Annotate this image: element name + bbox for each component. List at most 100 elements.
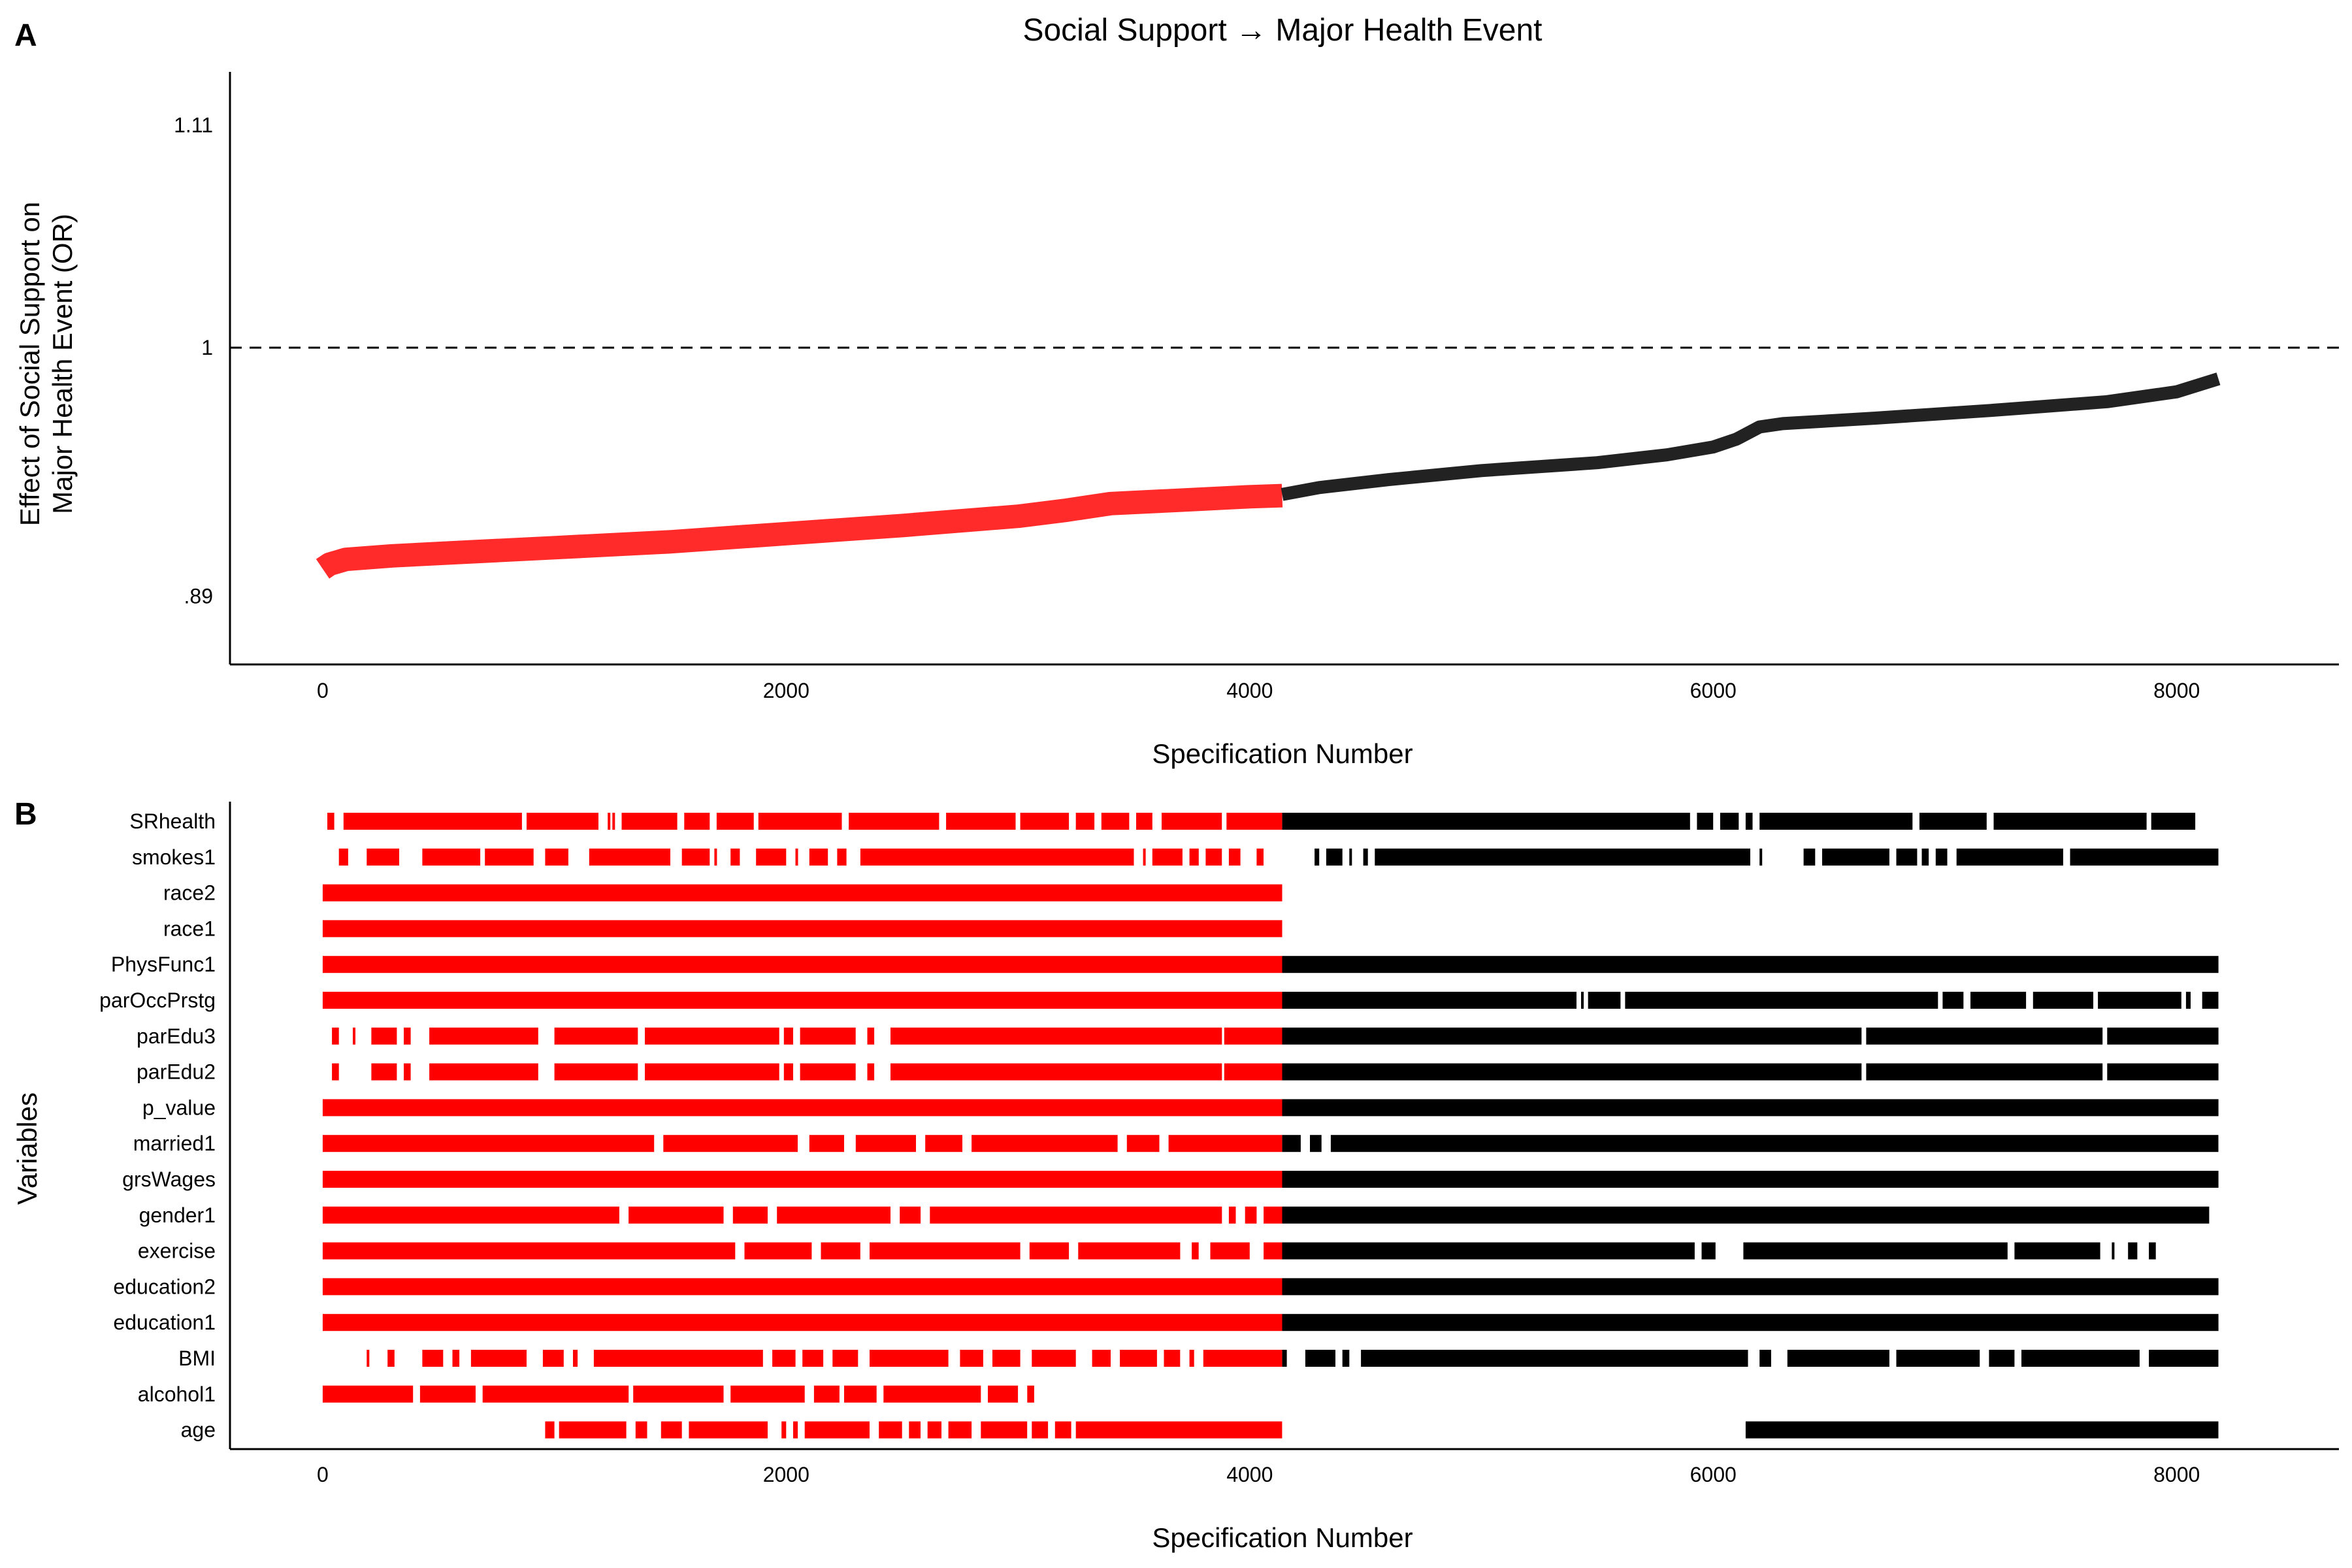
significant-specification-curve [316,483,1283,579]
nonsignificant-indicator-bar [2149,1350,2219,1367]
nonsignificant-indicator-bar [1282,1063,1862,1081]
significant-indicator-bar [1203,1350,1282,1367]
nonsignificant-indicator-bar [1866,1063,2103,1081]
nonsignificant-indicator-bar [1315,848,1320,866]
nonsignificant-indicator-bar [1822,848,1889,866]
significant-indicator-bar [373,1027,397,1045]
significant-indicator-bar [1189,1350,1194,1367]
significant-indicator-bar [714,848,717,866]
variable-row-education2: education2 [113,1275,2219,1298]
significant-indicator-bar [930,1206,1222,1224]
significant-indicator-bar [1228,848,1241,866]
variable-row-parOccPrstg: parOccPrstg [99,988,2219,1012]
variable-label: married1 [133,1132,216,1155]
significant-indicator-bar [542,1350,564,1367]
significant-indicator-bar [429,1063,538,1081]
significant-indicator-bar [837,848,847,866]
variable-label: race1 [163,917,216,940]
nonsignificant-indicator-bar [1759,848,1763,866]
significant-indicator-bar [663,1135,798,1152]
significant-indicator-bar [1101,813,1130,830]
significant-indicator-bar [988,1385,1019,1403]
significant-indicator-bar [783,1063,793,1081]
significant-indicator-bar [470,1350,527,1367]
significant-indicator-bar [527,813,598,830]
significant-indicator-bar [1189,848,1199,866]
nonsignificant-indicator-bar [1330,1135,2219,1152]
significant-indicator-bar [1075,1421,1282,1439]
panel-a-y-tick-label: 1.11 [174,113,213,137]
significant-indicator-bar [684,813,710,830]
nonsignificant-indicator-bar [1282,1314,2219,1331]
significant-indicator-bar [1224,1027,1282,1045]
significant-indicator-bar [593,1350,763,1367]
variable-label: p_value [142,1096,216,1119]
nonsignificant-indicator-bar [1282,1242,1695,1260]
significant-indicator-bar [744,1242,812,1260]
significant-indicator-bar [387,1350,395,1367]
significant-indicator-bar [452,1350,460,1367]
variable-label: PhysFunc1 [111,953,216,976]
significant-indicator-bar [855,1135,916,1152]
significant-indicator-bar [730,1385,805,1403]
significant-indicator-bar [1120,1350,1157,1367]
significant-indicator-bar [645,1027,779,1045]
significant-indicator-bar [422,848,481,866]
significant-indicator-bar [809,848,828,866]
significant-indicator-bar [1020,813,1070,830]
nonsignificant-indicator-bar [1349,848,1352,866]
variable-row-race1: race1 [163,917,1282,940]
panel-a-x-tick-label: 2000 [763,679,809,702]
nonsignificant-indicator-bar [2098,992,2181,1009]
nonsignificant-indicator-bar [1282,1135,1301,1152]
nonsignificant-indicator-bar [1743,1242,2008,1260]
significant-indicator-bar [927,1421,941,1439]
significant-indicator-bar [404,1063,411,1081]
nonsignificant-indicator-bar [2185,992,2191,1009]
significant-indicator-bar [1192,1242,1199,1260]
significant-indicator-bar [870,1350,949,1367]
significant-indicator-bar [1075,813,1095,830]
nonsignificant-indicator-bar [1282,1099,2219,1117]
significant-indicator-bar [404,1027,411,1045]
panel-b-variable-indicators: B Variables SRhealth smokes1 race2 race1 Phy… [12,797,2339,1553]
significant-indicator-bar [800,1027,856,1045]
nonsignificant-indicator-bar [1970,992,2027,1009]
significant-indicator-bar [322,1314,1282,1331]
nonsignificant-specification-curve [1281,372,2221,501]
significant-indicator-bar [559,1421,627,1439]
significant-indicator-bar [1256,848,1264,866]
variable-row-p_value: p_value [142,1096,2219,1119]
significant-indicator-bar [621,813,678,830]
significant-indicator-bar [422,1350,444,1367]
significant-indicator-bar [1264,1206,1282,1224]
significant-indicator-bar [756,848,787,866]
panel-a-x-axis-title: Specification Number [1152,738,1413,769]
significant-indicator-bar [545,1421,555,1439]
nonsignificant-indicator-bar [1803,848,1816,866]
significant-indicator-bar [909,1421,921,1439]
nonsignificant-indicator-bar [1282,956,2219,973]
significant-indicator-bar [589,848,670,866]
significant-indicator-bar [781,1421,787,1439]
nonsignificant-indicator-bar [1310,1135,1322,1152]
y-axis-title-line-2: Major Health Event (OR) [47,214,78,514]
significant-indicator-bar [1164,1350,1181,1367]
significant-indicator-bar [1136,813,1152,830]
significant-indicator-bar [322,1171,1282,1188]
significant-indicator-bar [367,1350,370,1367]
significant-indicator-bar [1078,1242,1181,1260]
significant-indicator-bar [545,848,568,866]
nonsignificant-indicator-bar [1956,848,2063,866]
significant-indicator-bar [371,1027,374,1045]
significant-indicator-bar [554,1063,638,1081]
variable-row-grsWages: grsWages [122,1168,2219,1191]
significant-indicator-bar [633,1385,724,1403]
nonsignificant-indicator-bar [1896,1350,1980,1367]
significant-indicator-bar [482,1385,629,1403]
nonsignificant-indicator-bar [1581,992,1584,1009]
significant-indicator-bar [1162,813,1222,830]
significant-indicator-bar [322,1242,736,1260]
nonsignificant-indicator-bar [1787,1350,1889,1367]
nonsignificant-indicator-bar [1342,1350,1350,1367]
